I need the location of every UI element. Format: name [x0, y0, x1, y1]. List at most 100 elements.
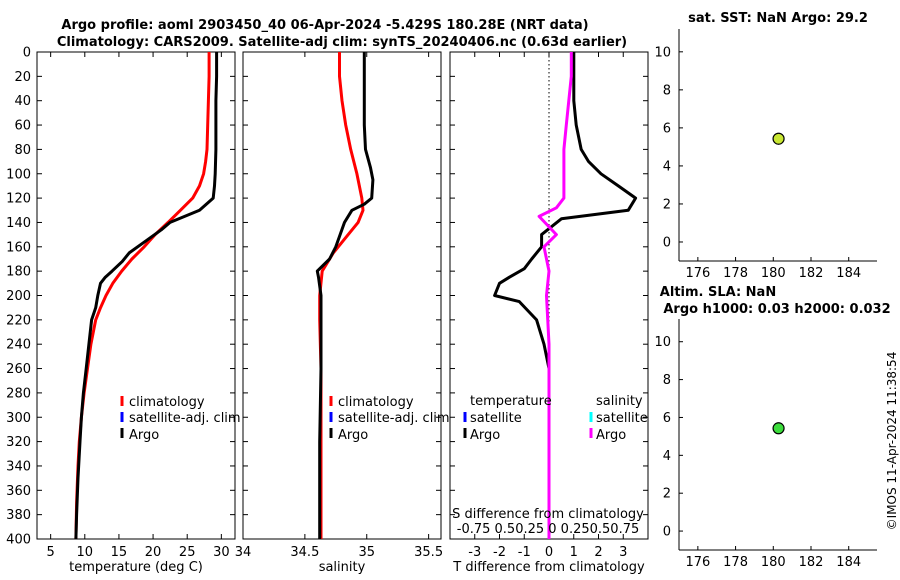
x-tick-label: 10	[77, 545, 94, 560]
series-salinity-argo	[537, 52, 573, 539]
y-tick-label: 200	[6, 289, 31, 304]
y-tick-label: 8	[663, 373, 671, 388]
x-tick-label: 2	[594, 545, 602, 560]
x-tick-label: 182	[799, 555, 824, 570]
x-tick-label: 25	[179, 545, 196, 560]
legend-climatology: climatology	[338, 395, 414, 410]
x-tick-label: 5	[47, 545, 55, 560]
x-tick-label: -3	[468, 545, 481, 560]
title-line-2: Climatology: CARS2009. Satellite-adj cli…	[57, 35, 627, 50]
y-tick-label: 400	[6, 533, 31, 548]
x-tick-label: 30	[213, 545, 230, 560]
legend-argo: Argo	[129, 428, 159, 443]
x-tick-label: 0	[545, 545, 553, 560]
x-tick-label: 180	[761, 266, 786, 281]
sst-panel: 176 178 180 182 184 0 2 4 6 8 10	[654, 29, 877, 281]
sla-panel-title-2: Argo h1000: 0.03 h2000: 0.032	[663, 302, 890, 317]
y-tick-label: 60	[14, 119, 31, 134]
diff-legend: temperature salinity satellite Argo sate…	[463, 394, 648, 443]
legend-argo: Argo	[338, 428, 368, 443]
s-diff-axis-label: S difference from climatology	[452, 507, 644, 522]
sla-panel-title-1: Altim. SLA: NaN	[660, 285, 776, 300]
legend-satellite-adj: satellite-adj. clim	[129, 411, 241, 426]
x-tick-label: 182	[799, 266, 824, 281]
series-climatology	[318, 52, 365, 539]
y-tick-label: 340	[6, 459, 31, 474]
x-tick-label: 184	[836, 555, 861, 570]
title-line-1: Argo profile: aoml 2903450_40 06-Apr-202…	[61, 18, 588, 33]
series-argo	[315, 52, 375, 539]
x-tick-label: 20	[145, 545, 162, 560]
legend-satellite-adj: satellite-adj. clim	[338, 411, 450, 426]
y-tick-label: 360	[6, 484, 31, 499]
y-tick-label: 220	[6, 313, 31, 328]
y-tick-label: 6	[663, 411, 671, 426]
x-tick-label: 34.5	[290, 545, 319, 560]
y-tick-label: 120	[6, 192, 31, 207]
y-tick-label: 320	[6, 435, 31, 450]
y-tick-label: 6	[663, 121, 671, 136]
y-tick-label: 40	[14, 94, 31, 109]
x-tick-label: 34	[235, 545, 252, 560]
y-tick-label: 4	[663, 159, 671, 174]
legend-salinity-heading: salinity	[596, 394, 643, 409]
argo-position-marker	[772, 422, 785, 435]
x-tick-label: 178	[723, 266, 748, 281]
y-tick-label: 380	[6, 508, 31, 523]
y-tick-label: 80	[14, 143, 31, 158]
legend-temp-argo: Argo	[470, 428, 500, 443]
x-tick-label: -1	[518, 545, 531, 560]
legend-climatology: climatology	[129, 395, 205, 410]
s-diff-axis-ticks: -0.75 0.50.25 0 0.250.50.75	[457, 522, 640, 537]
x-tick-label: 35.5	[414, 545, 443, 560]
x-tick-label: 184	[836, 266, 861, 281]
salinity-panel: 34 34.5 35 35.5 salinity	[235, 51, 443, 575]
legend-sal-satellite: satellite	[596, 411, 648, 426]
difference-panel: -3 -2 -1 0 1 2 3T difference from climatology	[449, 51, 649, 575]
legend-sal-argo: Argo	[596, 428, 626, 443]
y-tick-label: 10	[654, 335, 671, 350]
legend-temp-satellite: satellite	[470, 411, 522, 426]
y-tick-label: 240	[6, 338, 31, 353]
y-tick-label: 2	[663, 487, 671, 502]
argo-position-marker	[772, 132, 785, 145]
x-tick-label: 1	[570, 545, 578, 560]
sla-panel: 176 178 180 182 184 0 2 4 6 8 10	[654, 319, 877, 570]
x-tick-label: 180	[761, 555, 786, 570]
y-tick-label: 300	[6, 411, 31, 426]
x-axis-label: T difference from climatology	[452, 560, 645, 575]
x-tick-label: -2	[493, 545, 506, 560]
sst-panel-title: sat. SST: NaN Argo: 29.2	[688, 11, 868, 26]
x-tick-label: 176	[685, 266, 710, 281]
y-tick-label: 8	[663, 83, 671, 98]
y-tick-label: 0	[663, 525, 671, 540]
series-climatology	[74, 52, 211, 540]
salt-legend: climatology satellite-adj. clim Argo	[329, 395, 450, 443]
x-tick-label: 3	[619, 545, 627, 560]
y-tick-label: 10	[654, 45, 671, 60]
y-tick-label: 160	[6, 240, 31, 255]
x-tick-label: 35	[358, 545, 375, 560]
series-argo	[74, 52, 219, 540]
temp-legend: climatology satellite-adj. clim Argo	[120, 395, 241, 443]
x-axis-label: temperature (deg C)	[69, 560, 203, 575]
y-tick-label: 140	[6, 216, 31, 231]
y-tick-label: 0	[663, 235, 671, 250]
y-tick-label: 280	[6, 386, 31, 401]
y-tick-label: 100	[6, 167, 31, 182]
temperature-panel: 5 10 15 20 25 3002040608010012014016018020022…	[6, 46, 236, 575]
x-tick-label: 176	[685, 555, 710, 570]
y-tick-label: 0	[23, 46, 31, 61]
y-tick-label: 2	[663, 197, 671, 212]
axes-frame	[36, 51, 236, 540]
legend-temperature-heading: temperature	[470, 394, 552, 409]
y-tick-label: 4	[663, 449, 671, 464]
axes-frame	[242, 51, 442, 540]
x-tick-label: 15	[111, 545, 128, 560]
x-tick-label: 178	[723, 555, 748, 570]
timestamp-label: ©IMOS 11-Apr-2024 11:38:54	[885, 352, 899, 531]
x-axis-label: salinity	[319, 560, 366, 575]
y-tick-label: 20	[14, 70, 31, 85]
y-tick-label: 260	[6, 362, 31, 377]
y-tick-label: 180	[6, 265, 31, 280]
